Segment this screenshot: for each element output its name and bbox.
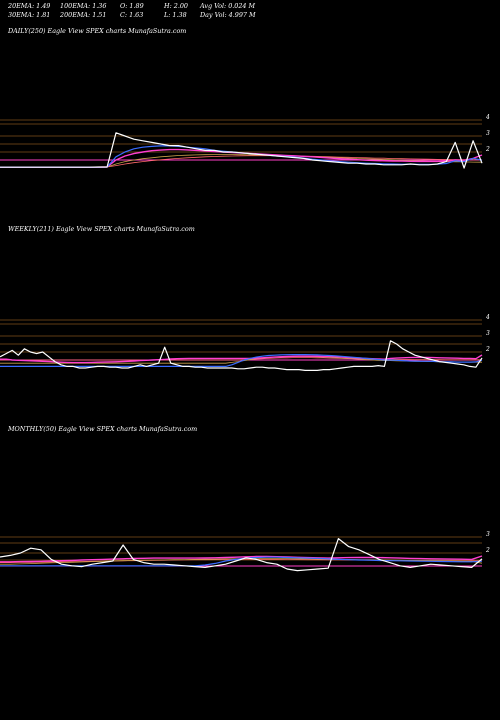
monthly-panel-title: MONTHLY(50) Eagle View SPEX charts Munaf… [8, 425, 198, 433]
panel-0-y-tick-label: 3 [486, 130, 490, 137]
panel-0-y-tick-label: 2 [485, 146, 490, 153]
stat-avg-vol: Avg Vol: 0.024 M [200, 2, 256, 10]
panel-2-y-tick-label: 2 [485, 547, 490, 554]
panel-0-y-tick-label: 4 [485, 114, 490, 121]
panel-2-y-tick-label: 3 [486, 531, 490, 538]
stat-low: L: 1.38 [164, 11, 187, 19]
stat-200ema: 200EMA: 1.51 [60, 11, 107, 19]
panel-1-y-tick-label: 2 [485, 346, 490, 353]
panel-1-ema20-line [0, 354, 483, 367]
panel-1-price-line [0, 340, 483, 371]
daily-panel-title: DAILY(250) Eagle View SPEX charts Munafa… [8, 27, 187, 35]
stat-open: O: 1.89 [120, 2, 144, 10]
stat-close: C: 1.63 [120, 11, 144, 19]
panel-2-price-line [0, 537, 483, 572]
stat-high: H: 2.00 [164, 2, 188, 10]
panel-2-ema30-line [0, 555, 483, 563]
panel-0-price-line [0, 132, 483, 169]
stat-20ema: 20EMA: 1.49 [8, 2, 51, 10]
stat-100ema: 100EMA: 1.36 [60, 2, 107, 10]
weekly-panel-title: WEEKLY(211) Eagle View SPEX charts Munaf… [8, 225, 195, 233]
panel-1-y-tick-label: 3 [486, 330, 490, 337]
panel-1-y-tick-label: 4 [485, 314, 490, 321]
panel-2-ema20-line [0, 556, 483, 567]
panel-1-ema30-line [0, 354, 483, 364]
stat-day-vol: Day Vol: 4.997 M [200, 11, 256, 19]
panel-1-ema200-line [0, 357, 482, 361]
stat-30ema: 30EMA: 1.81 [8, 11, 51, 19]
